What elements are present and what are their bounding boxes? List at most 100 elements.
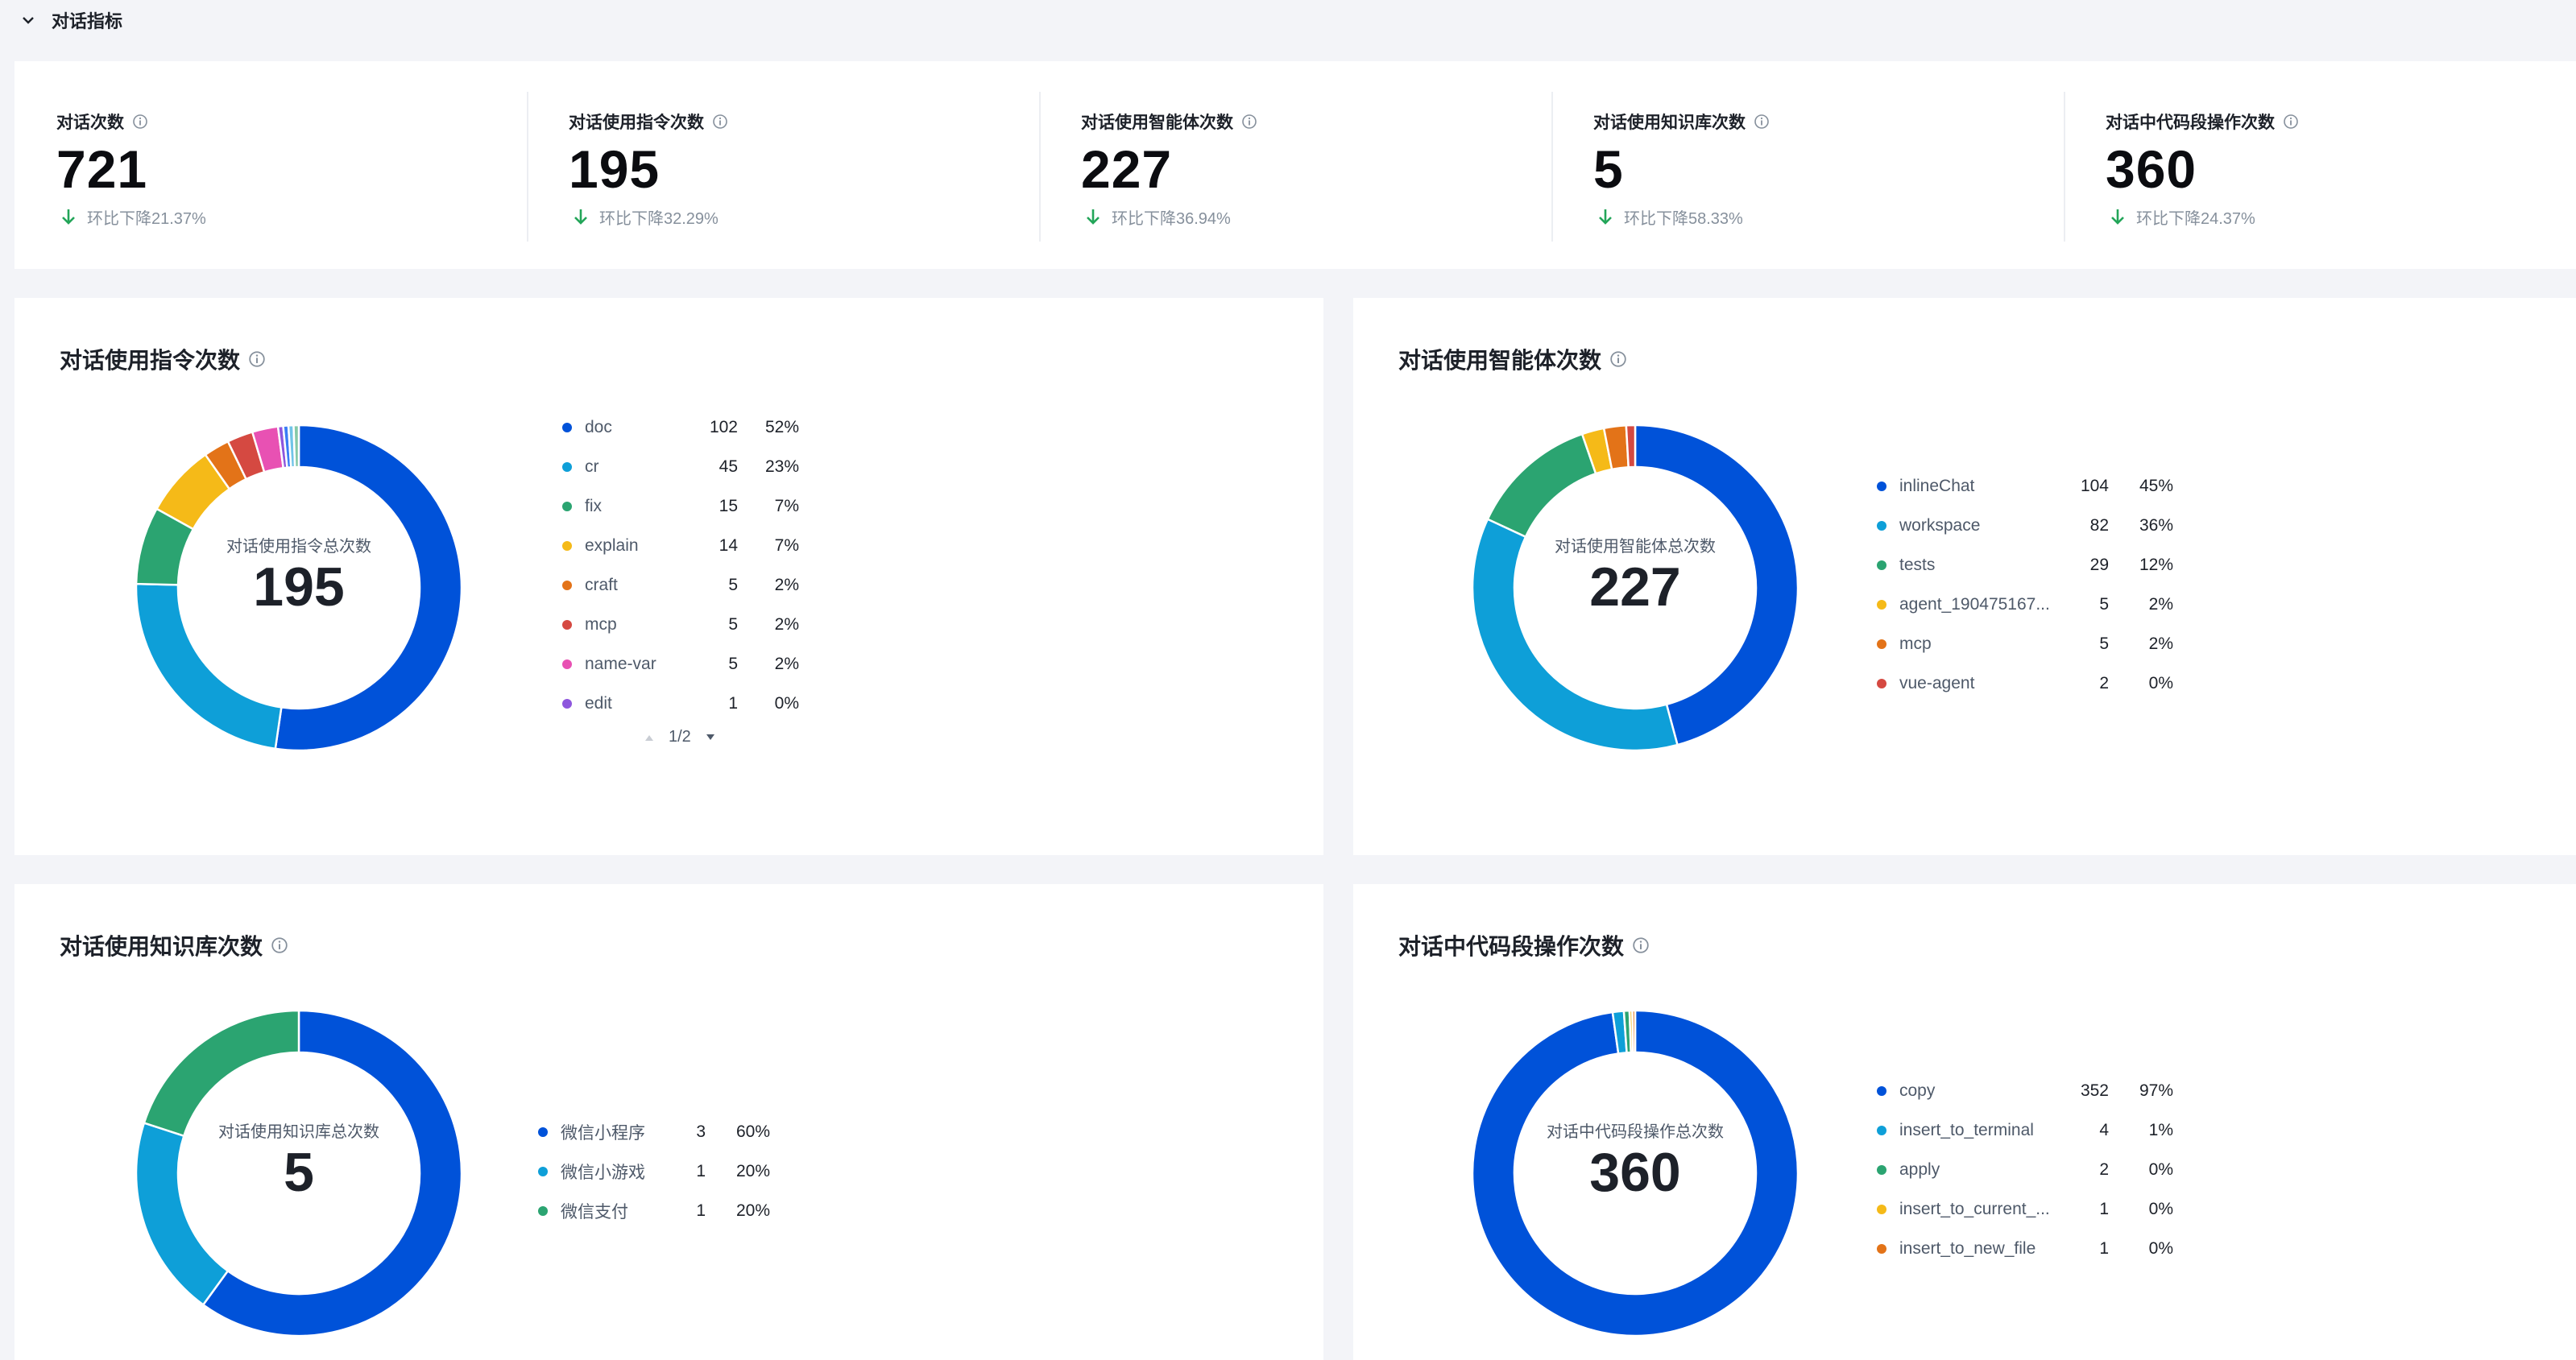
donut-center-label: 对话使用智能体总次数	[1555, 538, 1716, 556]
kpi-trend-text: 环比下降24.37%	[2136, 209, 2255, 228]
legend-label: inlineChat	[1899, 476, 1975, 495]
legend-label: tests	[1899, 555, 1936, 574]
donut-slice[interactable]	[1634, 424, 1799, 746]
info-icon[interactable]	[248, 350, 266, 368]
donut-center-total: 5	[284, 1142, 314, 1203]
legend-item[interactable]: tests 29 12%	[1877, 545, 2173, 585]
legend-item[interactable]: mcp 5 2%	[1877, 624, 2173, 663]
legend-item[interactable]: name-var 5 2%	[562, 644, 799, 684]
legend-label: craft	[585, 575, 618, 594]
info-icon[interactable]	[1754, 114, 1770, 130]
legend-value: 82	[2089, 515, 2109, 535]
legend-item[interactable]: workspace 82 36%	[1877, 506, 2173, 545]
kpi-agent-count: 对话使用智能体次数 227 环比下降36.94%	[1039, 61, 1551, 269]
info-icon[interactable]	[1632, 936, 1650, 954]
donut-center-total: 360	[1589, 1142, 1681, 1203]
legend-item[interactable]: cr 45 23%	[562, 447, 799, 486]
legend-value: 3	[696, 1122, 706, 1141]
legend-item[interactable]: fix 15 7%	[562, 486, 799, 526]
legend-item[interactable]: copy 352 97%	[1877, 1071, 2173, 1110]
kpi-value: 195	[569, 139, 661, 199]
legend-dot	[562, 580, 572, 590]
donut-slice[interactable]	[274, 424, 463, 752]
kpi-value: 5	[1593, 139, 1624, 199]
arrow-down-icon	[2111, 209, 2124, 225]
donut-center-label: 对话中代码段操作总次数	[1547, 1123, 1724, 1141]
legend-percent: 0%	[774, 693, 799, 713]
legend-percent: 45%	[2139, 476, 2173, 495]
donut-slice[interactable]	[1471, 518, 1679, 752]
legend-item[interactable]: agent_190475167... 5 2%	[1877, 585, 2173, 624]
legend-item[interactable]: 微信小程序 3 60%	[538, 1112, 770, 1151]
legend-label: insert_to_current_...	[1899, 1199, 2050, 1218]
legend-label: cr	[585, 457, 599, 476]
donut-slice[interactable]	[201, 1009, 463, 1337]
pager-up-icon[interactable]	[644, 734, 654, 742]
legend-dot	[538, 1166, 548, 1176]
chevron-down-icon[interactable]	[19, 11, 37, 29]
donut-slice[interactable]	[1471, 1009, 1799, 1337]
arrow-down-icon	[1087, 209, 1100, 225]
code-op-card: 对话中代码段操作次数 对话中代码段操作总次数 360 copy 352 97% ins…	[1353, 884, 2576, 1360]
legend-item[interactable]: doc 102 52%	[562, 407, 799, 447]
legend-value: 5	[728, 575, 738, 594]
legend-value: 29	[2089, 555, 2109, 574]
legend-item[interactable]: craft 5 2%	[562, 565, 799, 605]
legend-value: 4	[2099, 1120, 2109, 1139]
donut-slice[interactable]	[143, 1009, 300, 1138]
legend-dot	[562, 422, 572, 432]
legend-item[interactable]: edit 1 0%	[562, 684, 799, 723]
donut-chart	[1471, 424, 1799, 752]
legend-value: 1	[2099, 1238, 2109, 1258]
legend-value: 2	[2099, 673, 2109, 692]
legend-label: mcp	[1899, 634, 1932, 653]
donut-chart	[1471, 1009, 1799, 1337]
legend-dot	[1877, 1243, 1886, 1254]
legend-dot	[562, 698, 572, 709]
legend-value: 1	[696, 1201, 706, 1220]
legend-value: 104	[2080, 476, 2109, 495]
kpi-label: 对话次数	[56, 114, 124, 132]
donut-slice[interactable]	[1486, 432, 1597, 539]
legend-percent: 1%	[2148, 1120, 2173, 1139]
legend-label: doc	[585, 417, 612, 436]
legend-dot	[538, 1205, 548, 1216]
kpi-label: 对话使用知识库次数	[1593, 114, 1746, 132]
arrow-down-icon	[574, 209, 587, 225]
legend-item[interactable]: apply 2 0%	[1877, 1150, 2173, 1189]
legend-item[interactable]: vue-agent 2 0%	[1877, 663, 2173, 703]
kpi-command-count: 对话使用指令次数 195 环比下降32.29%	[527, 61, 1039, 269]
donut-center-label: 对话使用知识库总次数	[218, 1123, 379, 1141]
donut-slice[interactable]	[1631, 1009, 1637, 1054]
legend-value: 14	[719, 535, 738, 555]
legend-label: insert_to_new_file	[1899, 1238, 2036, 1258]
info-icon[interactable]	[712, 114, 728, 130]
pager-down-icon[interactable]	[706, 734, 715, 742]
legend-item[interactable]: insert_to_current_... 1 0%	[1877, 1189, 2173, 1229]
legend-item[interactable]: insert_to_terminal 4 1%	[1877, 1110, 2173, 1150]
info-icon[interactable]	[1241, 114, 1257, 130]
legend-label: workspace	[1899, 515, 1981, 535]
info-icon[interactable]	[132, 114, 148, 130]
command-usage-card: 对话使用指令次数 对话使用指令总次数 195 doc 102 52% cr 45 23% f…	[14, 298, 1323, 855]
kpi-trend-text: 环比下降32.29%	[599, 209, 719, 228]
legend-item[interactable]: mcp 5 2%	[562, 605, 799, 644]
legend-item[interactable]: inlineChat 104 45%	[1877, 466, 2173, 506]
info-icon[interactable]	[271, 936, 288, 954]
kpi-trend-text: 环比下降58.33%	[1624, 209, 1743, 228]
legend-item[interactable]: 微信小游戏 1 20%	[538, 1151, 770, 1191]
info-icon[interactable]	[1609, 350, 1627, 368]
legend-item[interactable]: explain 14 7%	[562, 526, 799, 565]
donut-slice[interactable]	[292, 424, 300, 469]
donut-slice[interactable]	[1625, 424, 1637, 469]
kpi-value: 721	[56, 139, 148, 199]
legend-item[interactable]: insert_to_new_file 1 0%	[1877, 1229, 2173, 1268]
section-header[interactable]: 对话指标	[0, 0, 2576, 40]
legend-dot	[1877, 678, 1886, 688]
legend-dot	[562, 501, 572, 511]
legend-pager: 1/2	[644, 728, 715, 746]
chart-legend: 微信小程序 3 60% 微信小游戏 1 20% 微信支付 1 20%	[538, 1112, 770, 1230]
card-title: 对话使用知识库次数	[60, 934, 263, 959]
info-icon[interactable]	[2283, 114, 2299, 130]
legend-item[interactable]: 微信支付 1 20%	[538, 1191, 770, 1230]
